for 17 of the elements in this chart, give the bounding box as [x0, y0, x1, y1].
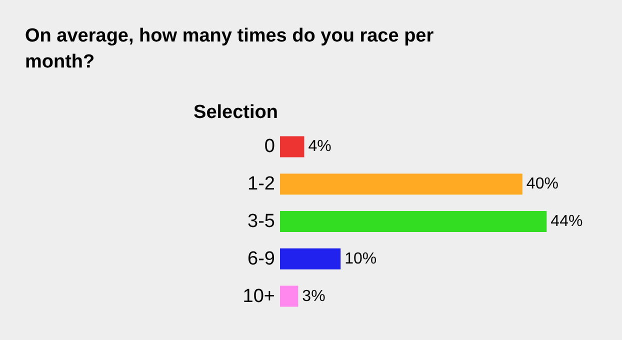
bar [280, 248, 341, 270]
y-tick-label: 0 [264, 136, 275, 158]
y-tick-label: 3-5 [248, 211, 275, 232]
data-label: 10% [344, 250, 377, 268]
y-tick-label: 1-2 [248, 174, 275, 195]
data-label: 40% [526, 176, 558, 193]
chart-title: On average, how many times do you race per month? [25, 26, 439, 72]
data-label: 3% [302, 288, 326, 305]
y-axis-title: Selection [194, 102, 278, 123]
bar [280, 286, 298, 307]
y-tick-label: 6-9 [248, 248, 275, 270]
y-tick-label: 10+ [242, 286, 275, 307]
bar [280, 174, 522, 195]
bar [280, 211, 547, 232]
data-label: 44% [550, 213, 583, 230]
bar [280, 136, 304, 158]
data-label: 4% [308, 138, 332, 156]
